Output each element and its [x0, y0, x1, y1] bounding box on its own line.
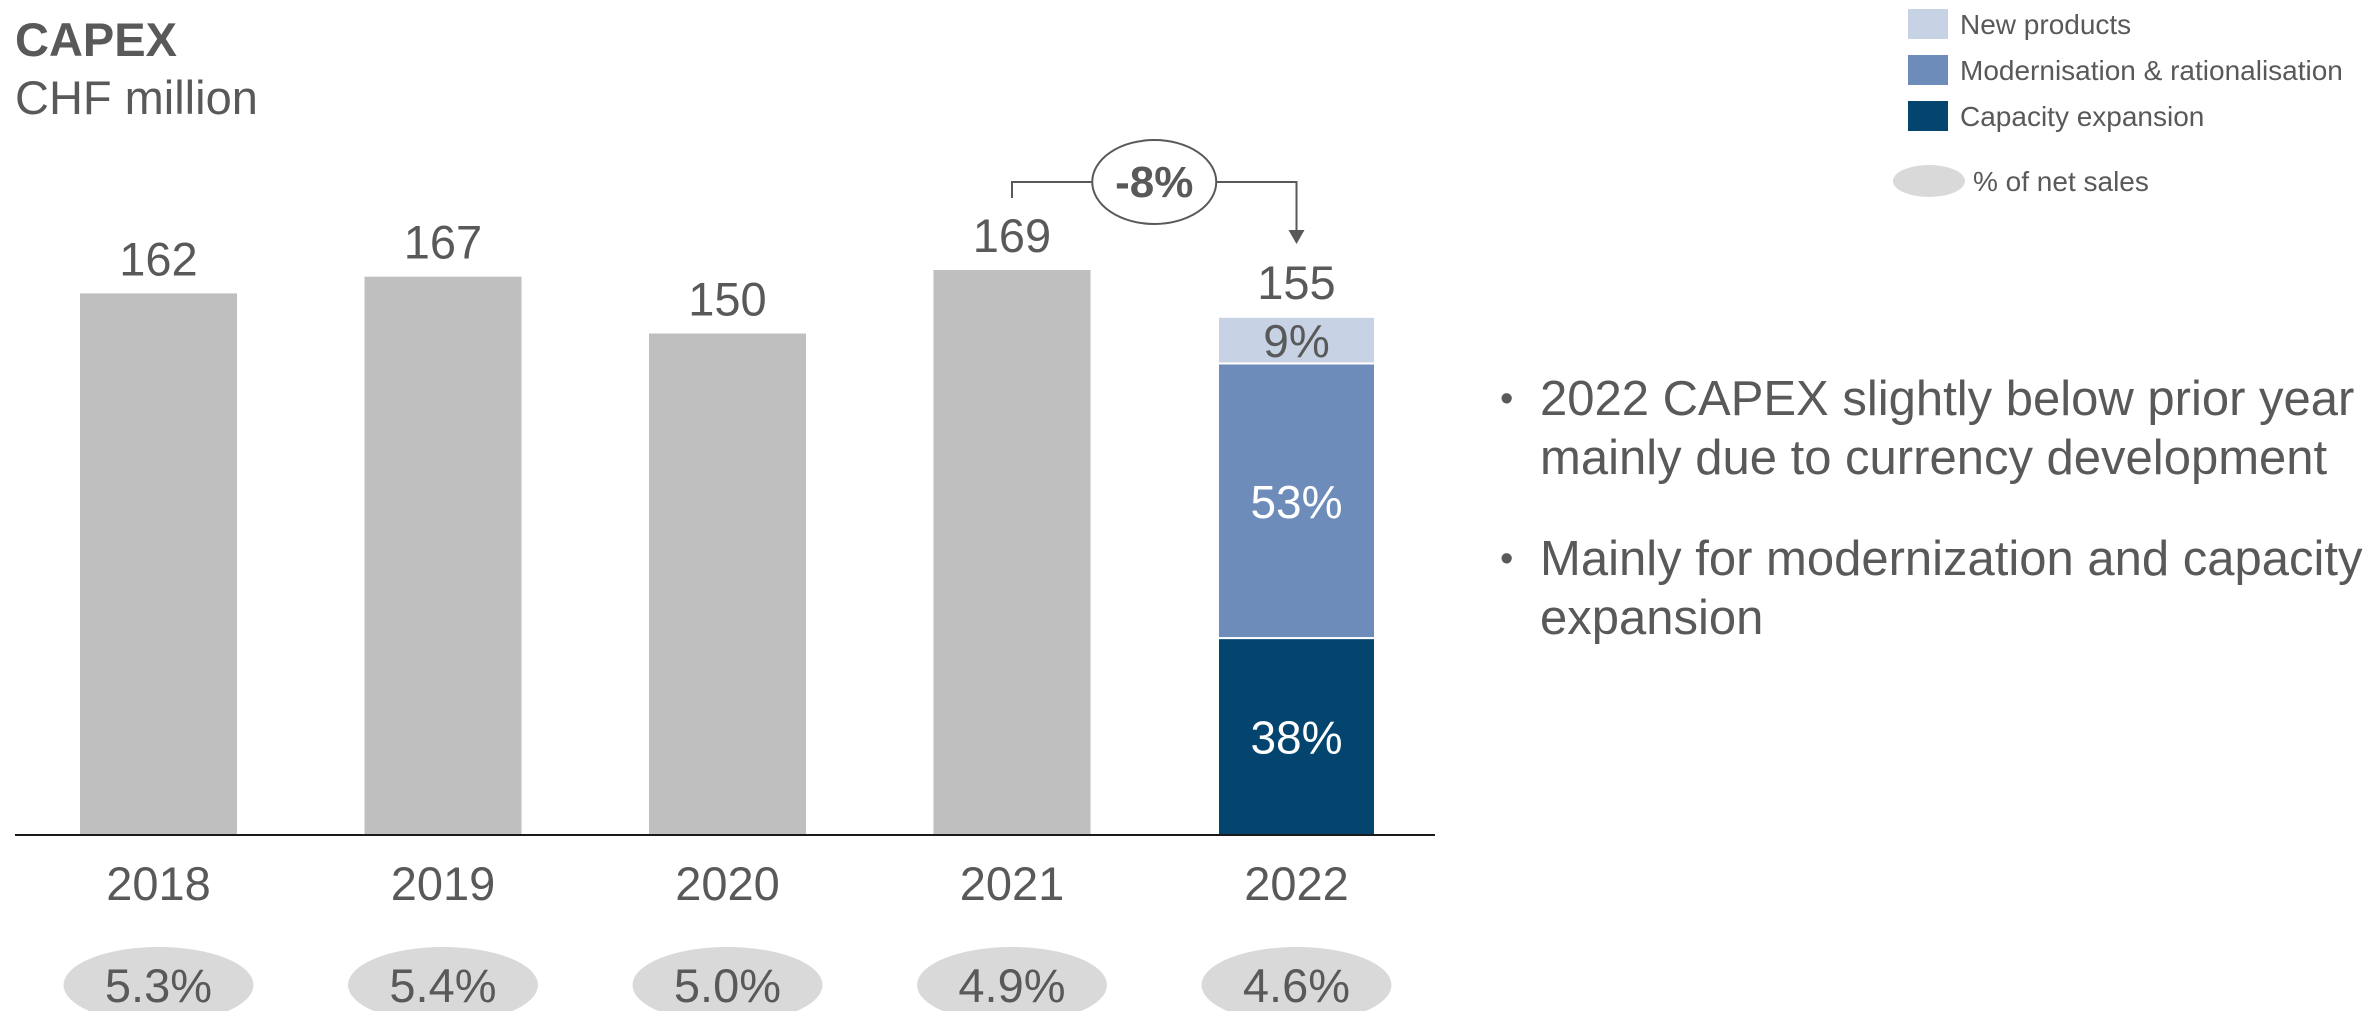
- bar-segment: [1217, 315, 1376, 365]
- chart-subtitle: CHF million: [15, 71, 258, 124]
- x-tick-label: 2022: [1244, 857, 1349, 910]
- bar-value-label: 150: [688, 273, 766, 326]
- commentary-list: 2022 CAPEX slightly below prior year mai…: [1500, 370, 2370, 690]
- x-tick-label: 2018: [106, 857, 211, 910]
- x-tick-label: 2019: [391, 857, 496, 910]
- bar-value-label: 162: [119, 232, 197, 285]
- bar-value-label: 167: [404, 216, 482, 269]
- net-sales-ellipse: [1201, 947, 1392, 1011]
- x-tick-label: 2020: [675, 857, 780, 910]
- commentary-bullet: Mainly for modernization and capacity ex…: [1500, 530, 2370, 648]
- bar-segment: [1217, 362, 1376, 640]
- legend-swatch: [1908, 55, 1948, 85]
- net-sales-label: 4.9%: [958, 959, 1065, 1011]
- bar-segment-label: 38%: [1250, 712, 1342, 764]
- bar-value-label: 155: [1257, 256, 1335, 309]
- change-label: -8%: [1115, 158, 1193, 207]
- change-connector: [1011, 181, 1093, 198]
- change-arrowhead: [1288, 230, 1305, 244]
- legend-label: Modernisation & rationalisation: [1960, 55, 2343, 86]
- chart-title: CAPEX: [15, 13, 177, 66]
- legend-swatch: [1908, 9, 1948, 39]
- net-sales-label: 4.6%: [1243, 959, 1350, 1011]
- net-sales-ellipse: [632, 947, 823, 1011]
- legend-label: New products: [1960, 9, 2131, 40]
- x-tick-label: 2021: [960, 857, 1065, 910]
- bar-segment-label: 53%: [1250, 476, 1342, 528]
- change-connector: [1216, 181, 1298, 232]
- net-sales-label: 5.4%: [389, 959, 496, 1011]
- net-sales-label: 5.0%: [674, 959, 781, 1011]
- bar: [933, 270, 1091, 835]
- bar-segment: [1217, 637, 1376, 837]
- commentary-bullet: 2022 CAPEX slightly below prior year mai…: [1500, 370, 2370, 488]
- legend-swatch: [1908, 101, 1948, 131]
- legend-ellipse-swatch: [1893, 165, 1965, 197]
- net-sales-ellipse: [63, 947, 254, 1011]
- bar: [649, 333, 806, 835]
- bar: [364, 276, 522, 835]
- bar-value-label: 169: [973, 209, 1051, 262]
- bar-segment-label: 9%: [1263, 315, 1329, 367]
- net-sales-ellipse: [917, 947, 1107, 1011]
- bar: [80, 293, 237, 836]
- legend-label: Capacity expansion: [1960, 101, 2204, 132]
- change-ellipse: [1091, 139, 1218, 225]
- net-sales-label: 5.3%: [105, 959, 212, 1011]
- net-sales-ellipse: [348, 947, 538, 1011]
- legend-ellipse-label: % of net sales: [1973, 166, 2149, 197]
